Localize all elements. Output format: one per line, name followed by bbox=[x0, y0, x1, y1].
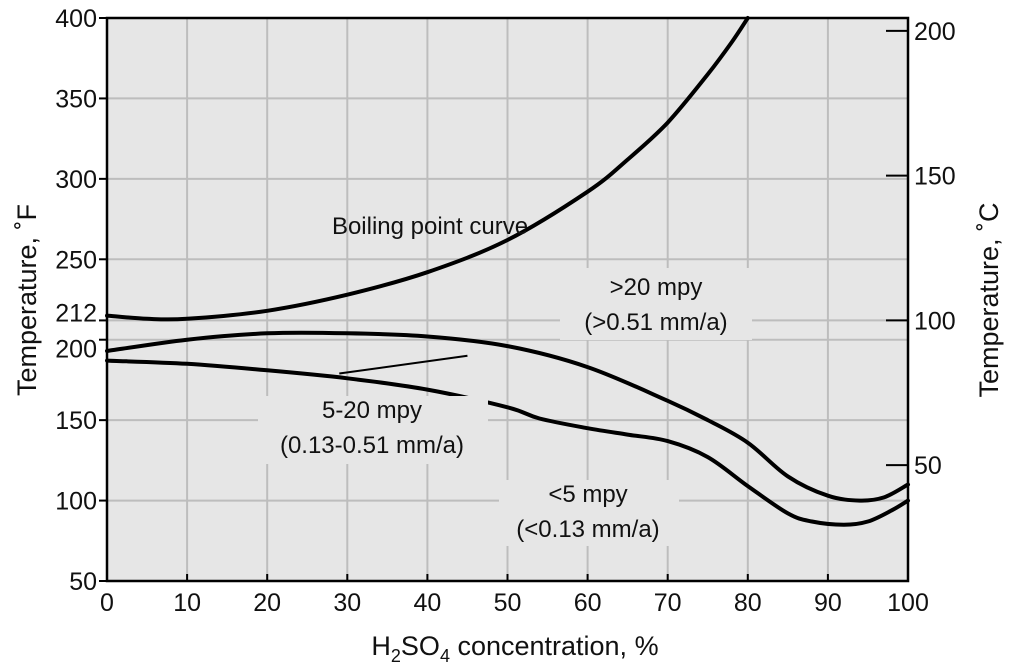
high-rate-metric-label: (>0.51 mm/a) bbox=[584, 309, 727, 336]
y-left-tick-label: 212 bbox=[55, 299, 97, 327]
high-rate-label: >20 mpy bbox=[610, 274, 703, 301]
x-tick-label: 10 bbox=[173, 589, 201, 617]
x-tick-label: 40 bbox=[413, 589, 441, 617]
mid-rate-metric-label: (0.13-0.51 mm/a) bbox=[280, 432, 464, 459]
y-left-tick-label: 50 bbox=[69, 568, 97, 596]
low-rate-metric-label: (<0.13 mm/a) bbox=[516, 516, 659, 543]
y-left-tick-label: 350 bbox=[55, 85, 97, 113]
label-background bbox=[258, 396, 488, 464]
y-left-tick-label: 100 bbox=[55, 488, 97, 516]
upper-iso-corrosion-curve bbox=[105, 330, 910, 503]
x-tick-label: 70 bbox=[654, 589, 682, 617]
boiling-point-label: Boiling point curve bbox=[332, 213, 528, 240]
y-right-tick-label: 50 bbox=[914, 452, 942, 480]
leader-line bbox=[339, 354, 468, 375]
y-axis-right-label: Temperature, ˚C bbox=[974, 202, 1004, 397]
x-tick-label: 90 bbox=[814, 589, 842, 617]
y-left-tick-label: 300 bbox=[55, 166, 97, 194]
y-right-tick-label: 100 bbox=[914, 307, 956, 335]
mid-rate-label: 5-20 mpy bbox=[322, 397, 422, 424]
x-tick-label: 80 bbox=[734, 589, 762, 617]
lower-iso-corrosion-curve bbox=[105, 358, 910, 527]
x-tick-label: 100 bbox=[887, 589, 929, 617]
x-tick-label: 20 bbox=[253, 589, 281, 617]
x-tick-label: 60 bbox=[574, 589, 602, 617]
x-tick-label: 30 bbox=[333, 589, 361, 617]
boiling-point-curve bbox=[105, 16, 750, 322]
y-left-tick-label: 200 bbox=[55, 336, 97, 364]
x-axis-label: H2SO4 concentration, % bbox=[371, 631, 658, 666]
x-tick-label: 0 bbox=[100, 589, 114, 617]
y-axis-left-label: Temperature, ˚F bbox=[12, 204, 42, 396]
low-rate-label: <5 mpy bbox=[548, 481, 627, 508]
y-right-tick-label: 150 bbox=[914, 163, 956, 191]
y-left-tick-label: 250 bbox=[55, 246, 97, 274]
label-background bbox=[499, 480, 679, 546]
x-tick-label: 50 bbox=[494, 589, 522, 617]
y-right-tick-label: 200 bbox=[914, 18, 956, 46]
label-background bbox=[560, 268, 752, 340]
y-left-tick-label: 400 bbox=[55, 5, 97, 33]
y-left-tick-label: 150 bbox=[55, 407, 97, 435]
